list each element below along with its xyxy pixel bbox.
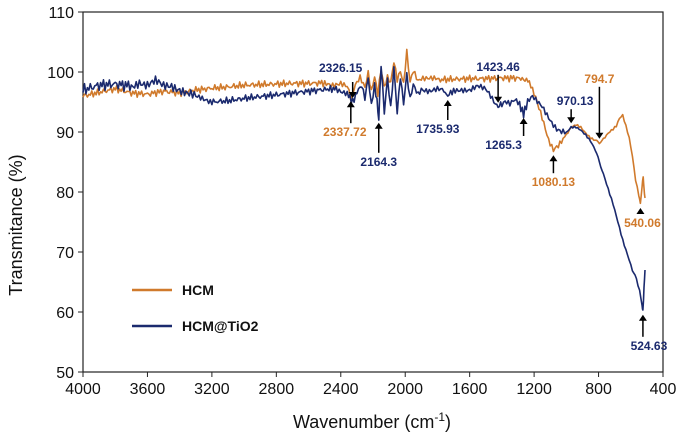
y-tick-label: 50 <box>56 365 74 382</box>
annotation-2337-72: 2337.72 <box>323 101 367 139</box>
annotation-label: 524.63 <box>631 339 668 353</box>
series-line-hcm <box>82 48 646 205</box>
series-line-hcm-tio2 <box>82 65 646 311</box>
y-tick-label: 70 <box>56 245 74 262</box>
annotation-arrow-head <box>374 122 383 129</box>
annotation-arrow-head <box>346 101 355 108</box>
x-tick-label: 2400 <box>323 381 359 398</box>
x-tick-label: 3200 <box>194 381 230 398</box>
annotation-label: 1265.3 <box>485 138 522 152</box>
series-layer <box>82 48 646 311</box>
annotation-arrow-head <box>595 132 604 139</box>
annotation-label: 1423.46 <box>476 60 520 74</box>
annotation-794-7: 794.7 <box>584 72 615 139</box>
annotation-arrow-head <box>638 314 647 321</box>
annotation-label: 2326.15 <box>319 61 363 75</box>
x-tick-label: 400 <box>650 381 677 398</box>
annotation-label: 970.13 <box>557 94 594 108</box>
x-tick-label: 2800 <box>259 381 295 398</box>
annotation-arrow-head <box>567 117 576 124</box>
y-axis-title: Transmitance (%) <box>6 154 26 295</box>
x-axis-title-tail: ) <box>445 412 451 432</box>
annotation-1735-93: 1735.93 <box>416 100 460 136</box>
x-tick-label: 1200 <box>516 381 552 398</box>
x-axis-title-main: Wavenumber (cm <box>293 412 434 432</box>
annotation-1080-13: 1080.13 <box>532 155 576 189</box>
x-tick-label: 1600 <box>452 381 488 398</box>
annotation-arrow-head <box>519 118 528 124</box>
annotation-label: 794.7 <box>584 72 614 86</box>
annotation-arrow-head <box>636 208 645 214</box>
x-axis-title-superscript: -1 <box>434 410 445 424</box>
annotation-label: 540.06 <box>624 216 661 230</box>
annotation-540-06: 540.06 <box>624 208 661 230</box>
legend-label: HCM <box>182 282 214 298</box>
annotation-970-13: 970.13 <box>557 94 594 124</box>
y-tick-label: 90 <box>56 125 74 142</box>
annotation-arrow-head <box>348 92 357 98</box>
legend-label: HCM@TiO2 <box>182 318 259 334</box>
annotation-arrow-head <box>443 100 452 106</box>
y-tick-label: 110 <box>48 5 74 22</box>
annotation-label: 1735.93 <box>416 122 460 136</box>
annotation-label: 2337.72 <box>323 125 367 139</box>
y-tick-label: 80 <box>56 185 74 202</box>
annotation-2326-15: 2326.15 <box>319 61 363 98</box>
annotation-1423-46: 1423.46 <box>476 60 520 103</box>
x-tick-label: 4000 <box>65 381 101 398</box>
annotation-arrow-head <box>494 96 503 103</box>
x-tick-label: 3600 <box>130 381 166 398</box>
annotation-layer: 2326.15 2337.72 2164.3 1735.93 1423.46 1265.3… <box>319 60 668 353</box>
x-tick-label: 2000 <box>387 381 423 398</box>
x-axis-title: Wavenumber (cm-1) <box>293 410 451 432</box>
y-tick-label: 100 <box>47 65 74 82</box>
annotation-1265-3: 1265.3 <box>485 118 528 152</box>
x-tick-label: 800 <box>585 381 612 398</box>
y-tick-label: 60 <box>56 305 74 322</box>
legend: HCM HCM@TiO2 <box>132 282 259 334</box>
chart-axes: 4000 3600 3200 2800 2400 2000 1600 1200 800 400 50… <box>47 5 676 398</box>
annotation-label: 2164.3 <box>360 155 397 169</box>
annotation-524-63: 524.63 <box>631 314 668 353</box>
annotation-2164-3: 2164.3 <box>360 122 397 169</box>
plot-frame <box>82 11 664 373</box>
annotation-arrow-head <box>549 155 558 162</box>
annotation-label: 1080.13 <box>532 175 576 189</box>
